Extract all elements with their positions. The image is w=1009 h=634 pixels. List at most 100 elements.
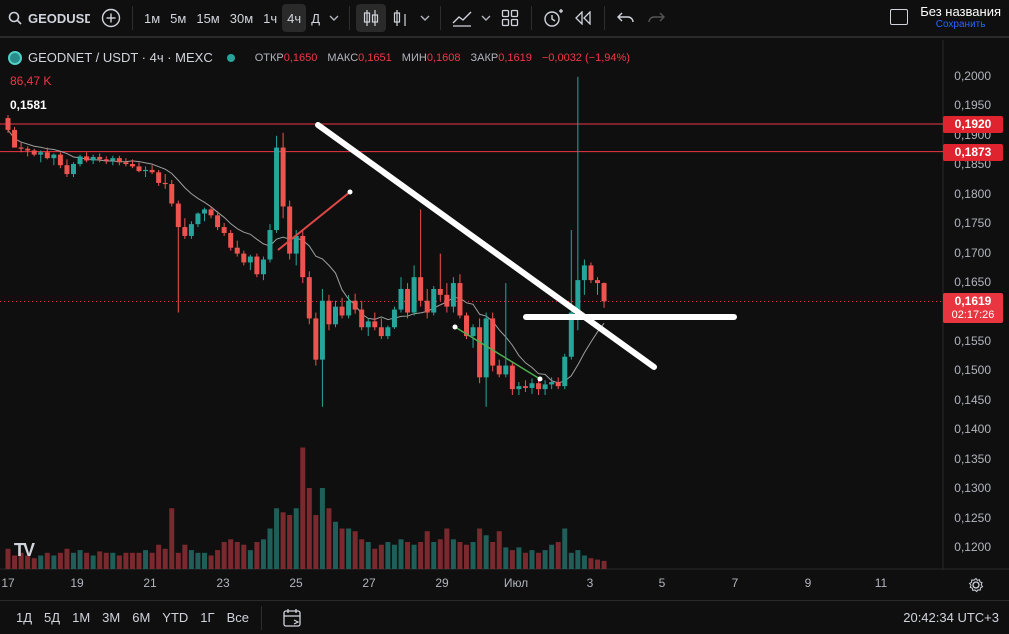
- volume-bar: [175, 552, 181, 569]
- candle-body: [555, 382, 561, 387]
- candle-body: [44, 152, 50, 159]
- candle-body: [575, 280, 581, 313]
- interval-30m[interactable]: 30м: [229, 10, 254, 26]
- candle-body: [306, 277, 312, 319]
- candle-body: [241, 253, 247, 263]
- interval-4h[interactable]: 4ч: [282, 4, 307, 32]
- interval-5m[interactable]: 5м: [170, 10, 187, 26]
- volume-bar: [483, 535, 489, 569]
- replay-button[interactable]: [568, 4, 598, 32]
- calendar-goto-icon[interactable]: [282, 608, 304, 628]
- legend-title[interactable]: GEODNET / USDT · 4ч · MEXC: [28, 50, 213, 65]
- range-all[interactable]: Все: [226, 610, 249, 625]
- volume-bar: [84, 552, 90, 569]
- chart-type-dropdown[interactable]: [416, 4, 434, 32]
- volume-bar: [44, 552, 50, 569]
- time-axis-label: 11: [874, 576, 888, 590]
- candle-body: [228, 232, 234, 248]
- range-ytd[interactable]: YTD: [162, 610, 189, 625]
- volume-bar: [31, 558, 37, 569]
- open-value: 0,1650: [283, 51, 318, 64]
- indicators-dropdown[interactable]: [477, 4, 495, 32]
- interval-dropdown[interactable]: [325, 4, 343, 32]
- candle-body: [156, 172, 162, 183]
- range-3m[interactable]: 3М: [102, 610, 121, 625]
- change-value: −0,0032 (−1,94%): [541, 51, 630, 64]
- tradingview-logo[interactable]: TV: [14, 540, 35, 560]
- candle-body: [503, 365, 509, 375]
- candle-body: [25, 148, 31, 151]
- settings-icon[interactable]: [968, 577, 984, 593]
- chart-pane[interactable]: GEODNET / USDT · 4ч · MEXC ОТКР0,1650 МА…: [0, 40, 1009, 600]
- interval-1m[interactable]: 1м: [144, 10, 161, 26]
- candle-body: [562, 356, 568, 387]
- time-axis-label: 17: [1, 576, 15, 590]
- bottom-toolbar: 1Д 5Д 1М 3М 6М YTD 1Г Все 20:42:34 UTC+3: [0, 600, 1009, 634]
- candle-body: [457, 283, 463, 316]
- indicators-button[interactable]: [386, 4, 416, 32]
- interval-1d[interactable]: Д: [311, 10, 320, 26]
- price-axis-label: 0,1550: [954, 333, 991, 348]
- volume-bar: [568, 552, 574, 569]
- market-status-icon: [226, 53, 235, 62]
- candle-body: [182, 227, 188, 236]
- candle-body: [274, 147, 280, 231]
- range-6m[interactable]: 6М: [132, 610, 151, 625]
- bar-countdown: 02:17:26: [951, 309, 995, 322]
- candle-body: [260, 259, 266, 275]
- candle-body: [496, 365, 502, 375]
- alert-button[interactable]: [538, 4, 568, 32]
- range-1m[interactable]: 1М: [72, 610, 91, 625]
- candle-body: [490, 318, 496, 366]
- volume-bar: [116, 555, 122, 569]
- price-axis-label: 0,1300: [954, 481, 991, 496]
- volume-bar: [221, 542, 227, 569]
- volume-bar: [509, 550, 515, 569]
- price-axis-label: 0,1700: [954, 245, 991, 260]
- symbol-search[interactable]: GEODUSDT: [0, 4, 96, 32]
- volume-bar: [562, 528, 568, 569]
- clock-timezone[interactable]: 20:42:34 UTC+3: [903, 610, 999, 625]
- indicators-menu-button[interactable]: [447, 4, 477, 32]
- chevron-down-icon: [420, 15, 430, 21]
- candle-body: [215, 215, 221, 228]
- redo-button[interactable]: [641, 4, 671, 32]
- open-label: ОТКР: [254, 51, 284, 64]
- layout-name-area[interactable]: Без названия Сохранить: [890, 4, 1001, 30]
- range-1d[interactable]: 1Д: [16, 610, 33, 625]
- volume-bar: [378, 544, 384, 569]
- undo-button[interactable]: [611, 4, 641, 32]
- price-chart[interactable]: [0, 40, 1009, 570]
- volume-bar: [51, 555, 57, 569]
- candle-body: [234, 247, 240, 254]
- layout-button[interactable]: [495, 4, 525, 32]
- candle-body: [509, 365, 515, 390]
- compare-button[interactable]: [96, 4, 126, 32]
- range-5d[interactable]: 5Д: [44, 610, 61, 625]
- volume-bar: [319, 488, 325, 569]
- candle-body: [162, 182, 168, 185]
- volume-bar: [359, 539, 365, 569]
- candles-chart-type-button[interactable]: [356, 4, 386, 32]
- interval-15m[interactable]: 15м: [196, 10, 220, 26]
- candle-body: [346, 300, 352, 316]
- volume-bar: [496, 531, 502, 569]
- volume-bar: [5, 548, 11, 569]
- volume-bar: [601, 560, 607, 569]
- candle-body: [333, 306, 338, 325]
- layout-save-link[interactable]: Сохранить: [935, 19, 986, 30]
- rewind-icon: [575, 11, 591, 25]
- time-axis[interactable]: 17 19 21 23 25 27 29 Июл 3 5 7 9 11: [0, 570, 945, 598]
- volume-bar: [431, 542, 437, 569]
- volume-bar: [326, 508, 332, 569]
- candle-body: [522, 386, 528, 388]
- range-1y[interactable]: 1Г: [200, 610, 215, 625]
- volume-bar: [490, 542, 496, 569]
- candle-body: [431, 288, 437, 313]
- interval-1h[interactable]: 1ч: [263, 10, 278, 26]
- candle-body: [470, 327, 476, 337]
- volume-bar: [588, 558, 594, 569]
- candle-body: [372, 321, 378, 328]
- drawing-handle: [537, 376, 543, 382]
- separator: [260, 605, 262, 630]
